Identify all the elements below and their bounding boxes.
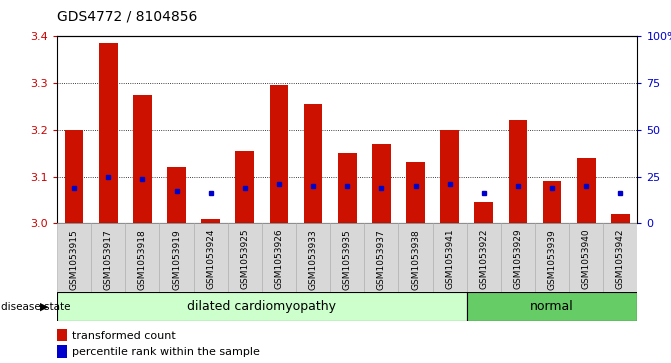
Bar [57,292,467,321]
Bar [194,223,227,292]
Bar [262,223,296,292]
Text: GSM1053917: GSM1053917 [104,229,113,290]
Text: GSM1053929: GSM1053929 [513,229,523,289]
Bar [535,223,569,292]
Text: GSM1053937: GSM1053937 [377,229,386,290]
Text: GSM1053926: GSM1053926 [274,229,283,289]
Text: dilated cardiomyopathy: dilated cardiomyopathy [187,300,336,313]
Text: GSM1053919: GSM1053919 [172,229,181,290]
Bar [160,223,194,292]
Bar [543,181,562,223]
Bar [467,292,637,321]
Bar [338,153,356,223]
Text: GSM1053933: GSM1053933 [309,229,317,290]
Bar [364,223,399,292]
Bar [440,130,459,223]
Bar [501,223,535,292]
Text: transformed count: transformed count [72,331,176,341]
Bar [236,151,254,223]
Text: disease state: disease state [1,302,70,312]
Bar [91,223,125,292]
Bar [99,43,117,223]
Text: normal: normal [530,300,574,313]
Bar [372,144,391,223]
Bar [433,223,467,292]
Bar [201,219,220,223]
Bar [57,329,68,341]
Bar [296,223,330,292]
Bar [399,223,433,292]
Text: GSM1053941: GSM1053941 [445,229,454,289]
Text: GSM1053940: GSM1053940 [582,229,590,289]
Bar [227,223,262,292]
Bar [569,223,603,292]
Text: ▶: ▶ [40,302,48,312]
Bar [330,223,364,292]
Bar [167,167,186,223]
Bar [304,104,323,223]
Text: percentile rank within the sample: percentile rank within the sample [72,347,260,357]
Bar [577,158,596,223]
Text: GSM1053935: GSM1053935 [343,229,352,290]
Bar [270,85,289,223]
Bar [133,95,152,223]
Text: GSM1053924: GSM1053924 [206,229,215,289]
Text: GSM1053922: GSM1053922 [479,229,488,289]
Bar [406,163,425,223]
Bar [57,345,68,358]
Text: GSM1053939: GSM1053939 [548,229,557,290]
Bar [611,214,630,223]
Bar [467,223,501,292]
Bar [57,223,91,292]
Bar [603,223,637,292]
Text: GSM1053942: GSM1053942 [616,229,625,289]
Text: GSM1053925: GSM1053925 [240,229,250,289]
Bar [64,130,83,223]
Bar [509,121,527,223]
Text: GSM1053938: GSM1053938 [411,229,420,290]
Text: GDS4772 / 8104856: GDS4772 / 8104856 [57,9,197,23]
Bar [125,223,160,292]
Text: GSM1053918: GSM1053918 [138,229,147,290]
Bar [474,202,493,223]
Text: GSM1053915: GSM1053915 [70,229,79,290]
